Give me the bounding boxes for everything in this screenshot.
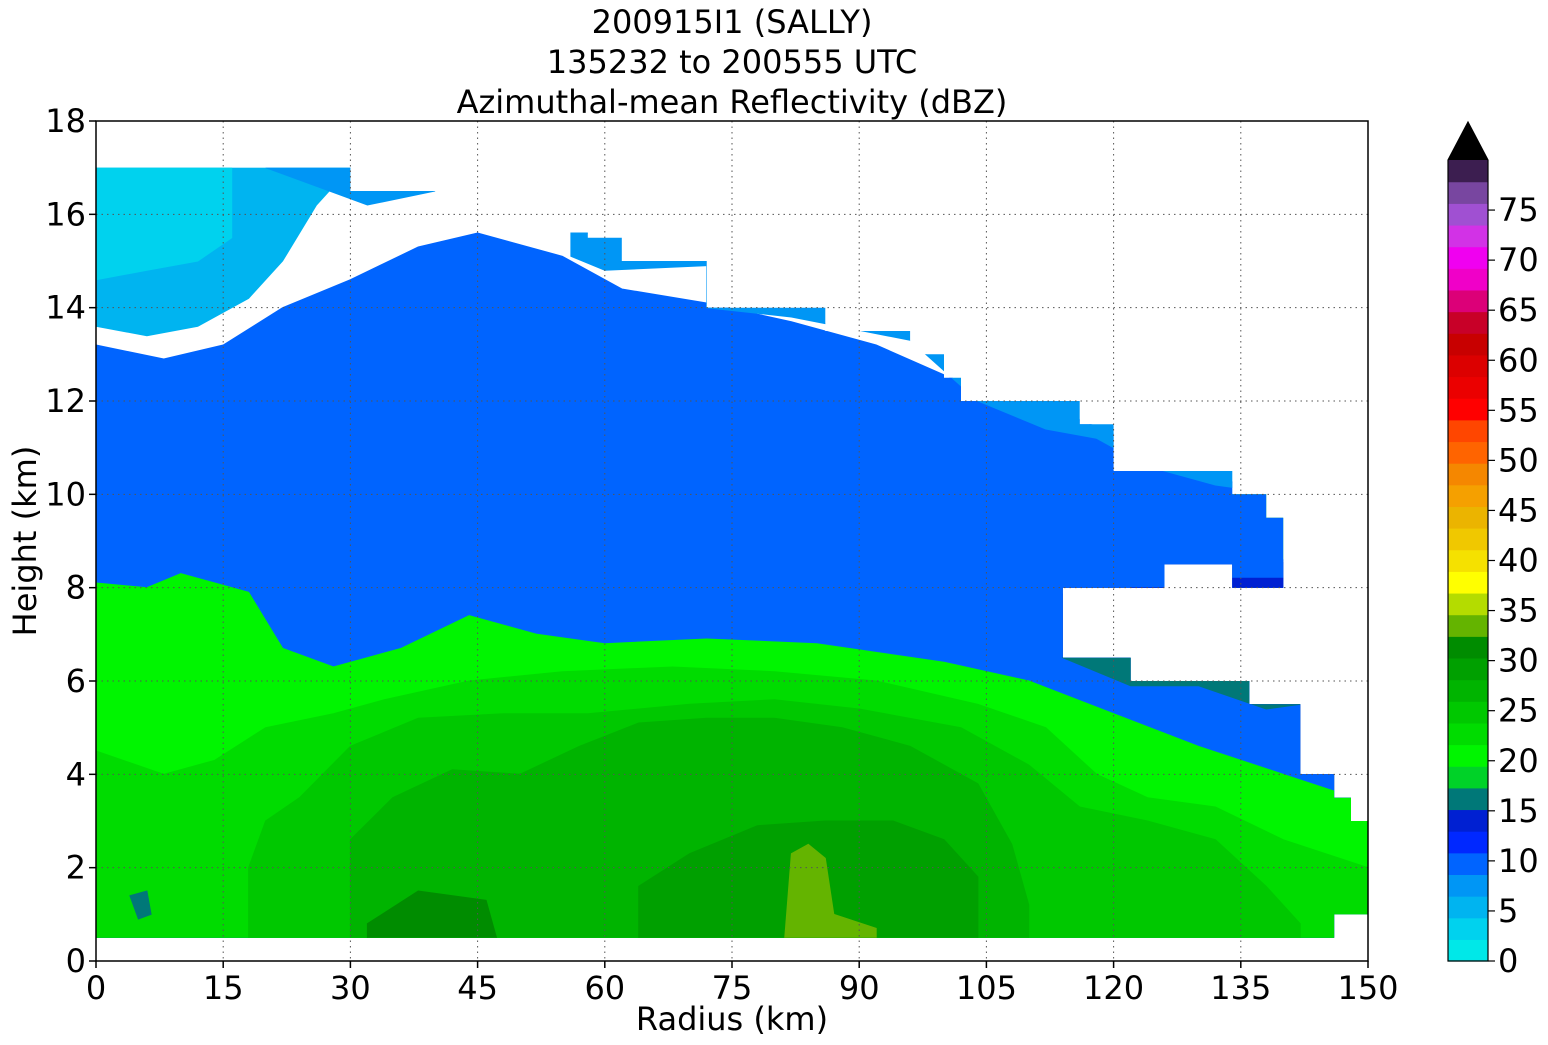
colorbar-swatch-9 bbox=[1448, 744, 1488, 767]
grid-lines bbox=[96, 121, 1368, 961]
colorbar-swatch-25 bbox=[1448, 398, 1488, 421]
chart-title-line-2: 135232 to 200555 UTC bbox=[546, 43, 918, 81]
colorbar-extend-triangle bbox=[1448, 122, 1488, 160]
colorbar-swatch-6 bbox=[1448, 809, 1488, 832]
colorbar-swatch-29 bbox=[1448, 311, 1488, 334]
colorbar-swatch-13 bbox=[1448, 657, 1488, 681]
contour-band-11 bbox=[782, 843, 877, 938]
y-tick-label-2: 4 bbox=[66, 755, 86, 793]
colorbar-swatch-14 bbox=[1448, 636, 1488, 659]
colorbar-swatch-30 bbox=[1448, 289, 1488, 313]
colorbar-swatch-21 bbox=[1448, 484, 1488, 507]
x-tick-label-0: 0 bbox=[86, 969, 106, 1007]
colorbar-swatch-23 bbox=[1448, 441, 1488, 464]
colorbar-swatch-8 bbox=[1448, 766, 1488, 789]
colorbar-tick-label-10: 50 bbox=[1498, 441, 1539, 479]
contour-band-10 bbox=[366, 890, 504, 938]
colorbar-tick-label-13: 65 bbox=[1498, 291, 1539, 329]
colorbar-swatch-34 bbox=[1448, 203, 1488, 226]
x-tick-label-1: 15 bbox=[203, 969, 244, 1007]
x-tick-label-5: 75 bbox=[712, 969, 753, 1007]
colorbar-tick-label-5: 25 bbox=[1498, 692, 1539, 730]
x-axis-ticks: 0 15 30 45 60 75 90 105 120 135 150 bbox=[86, 961, 1399, 1007]
x-axis-label: Radius (km) bbox=[636, 1000, 828, 1038]
colorbar-swatch-11 bbox=[1448, 701, 1488, 724]
colorbar-tick-label-2: 10 bbox=[1498, 842, 1539, 880]
colorbar-tick-label-12: 60 bbox=[1498, 341, 1539, 379]
y-axis-label: Height (km) bbox=[6, 446, 44, 637]
colorbar-tick-label-7: 35 bbox=[1498, 592, 1539, 630]
contour-band-19 bbox=[129, 890, 152, 920]
colorbar-swatch-17 bbox=[1448, 571, 1488, 594]
colorbar-swatch-31 bbox=[1448, 268, 1488, 291]
y-tick-label-3: 6 bbox=[66, 662, 86, 700]
reflectivity-contour-fills bbox=[96, 167, 1368, 938]
colorbar-swatch-2 bbox=[1448, 896, 1488, 919]
chart-title-line-3: Azimuthal-mean Reflectivity (dBZ) bbox=[456, 83, 1008, 121]
colorbar-swatch-12 bbox=[1448, 679, 1488, 702]
colorbar-swatch-24 bbox=[1448, 419, 1488, 443]
x-tick-label-9: 135 bbox=[1210, 969, 1271, 1007]
colorbar-tick-label-8: 40 bbox=[1498, 542, 1539, 580]
colorbar-swatch-19 bbox=[1448, 528, 1488, 551]
x-tick-label-8: 120 bbox=[1083, 969, 1144, 1007]
contour-band-17 bbox=[1130, 577, 1368, 617]
y-tick-label-5: 10 bbox=[45, 475, 86, 513]
contour-band-16 bbox=[96, 167, 233, 281]
colorbar-tick-label-6: 30 bbox=[1498, 642, 1539, 680]
y-tick-label-9: 18 bbox=[45, 102, 86, 140]
x-tick-label-3: 45 bbox=[457, 969, 498, 1007]
y-tick-label-1: 2 bbox=[66, 849, 86, 887]
y-axis-ticks: 0 2 4 6 8 10 12 14 16 18 bbox=[45, 102, 96, 980]
x-tick-label-4: 60 bbox=[584, 969, 625, 1007]
y-tick-label-8: 16 bbox=[45, 195, 86, 233]
colorbar-tick-label-3: 15 bbox=[1498, 792, 1539, 830]
y-tick-label-4: 8 bbox=[66, 569, 86, 607]
colorbar-swatch-28 bbox=[1448, 333, 1488, 356]
x-tick-label-2: 30 bbox=[330, 969, 371, 1007]
colorbar-swatch-3 bbox=[1448, 874, 1488, 897]
colorbar-swatch-32 bbox=[1448, 246, 1488, 269]
colorbar-tick-label-1: 5 bbox=[1498, 892, 1518, 930]
x-tick-label-10: 150 bbox=[1337, 969, 1398, 1007]
colorbar-swatch-4 bbox=[1448, 852, 1488, 876]
y-tick-label-7: 14 bbox=[45, 289, 86, 327]
colorbar-swatch-1 bbox=[1448, 917, 1488, 940]
colorbar-tick-label-14: 70 bbox=[1498, 241, 1539, 279]
colorbar-outline bbox=[1447, 120, 1489, 962]
y-tick-label-0: 0 bbox=[66, 942, 86, 980]
colorbar-swatch-35 bbox=[1448, 181, 1488, 204]
colorbar-swatch-10 bbox=[1448, 722, 1488, 746]
chart-title-line-1: 200915I1 (SALLY) bbox=[591, 3, 873, 41]
colorbar-tick-label-11: 55 bbox=[1498, 391, 1539, 429]
x-tick-label-6: 90 bbox=[839, 969, 880, 1007]
colorbar-swatch-15 bbox=[1448, 614, 1488, 637]
colorbar-tick-label-0: 0 bbox=[1498, 942, 1518, 980]
colorbar-swatch-33 bbox=[1448, 224, 1488, 248]
y-tick-label-6: 12 bbox=[45, 382, 86, 420]
colorbar-swatch-27 bbox=[1448, 354, 1488, 378]
colorbar-tick-label-4: 20 bbox=[1498, 742, 1539, 780]
colorbar-tick-label-15: 75 bbox=[1498, 191, 1539, 229]
colorbar-swatch-16 bbox=[1448, 592, 1488, 616]
colorbar-swatch-5 bbox=[1448, 831, 1488, 854]
contour-band-14 bbox=[570, 232, 708, 271]
colorbar-swatch-7 bbox=[1448, 787, 1488, 811]
colorbar-swatch-36 bbox=[1448, 160, 1488, 183]
colorbar-swatch-0 bbox=[1448, 939, 1488, 962]
colorbar-swatch-26 bbox=[1448, 376, 1488, 399]
colorbar-swatch-22 bbox=[1448, 463, 1488, 486]
colorbar-swatch-20 bbox=[1448, 506, 1488, 529]
colorbar-tick-label-9: 45 bbox=[1498, 491, 1539, 529]
colorbar-swatch-18 bbox=[1448, 549, 1488, 572]
x-tick-label-7: 105 bbox=[956, 969, 1017, 1007]
colorbar: 0 5 10 15 20 25 30 35 40 45 50 55 60 65 70 75 bbox=[1447, 120, 1539, 980]
